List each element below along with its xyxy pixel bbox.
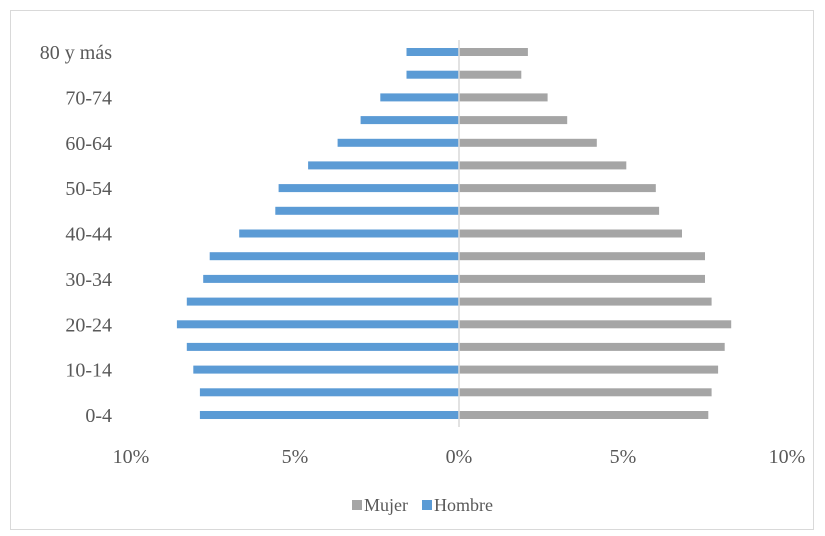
x-tick-label: 0% xyxy=(446,446,473,468)
bar-hombre-75-79 xyxy=(406,70,459,79)
bar-hombre-50-54 xyxy=(278,184,459,193)
bar-mujer-70-74 xyxy=(459,93,548,102)
bar-mujer-60-64 xyxy=(459,138,597,147)
bar-mujer-30-34 xyxy=(459,274,705,283)
bar-hombre-60-64 xyxy=(337,138,459,147)
bar-mujer-25-29 xyxy=(459,297,712,306)
bar-hombre-0-4 xyxy=(199,411,459,419)
legend-swatch-mujer xyxy=(352,500,362,510)
y-tick-label: 30-34 xyxy=(65,269,112,291)
y-tick-label: 20-24 xyxy=(65,314,112,336)
bar-mujer-75-79 xyxy=(459,70,522,79)
y-tick-label: 0-4 xyxy=(85,405,112,427)
bar-hombre-30-34 xyxy=(203,274,459,283)
bar-mujer-55-59 xyxy=(459,161,627,170)
bar-mujer-10-14 xyxy=(459,365,719,374)
bar-hombre-70-74 xyxy=(380,93,459,102)
bar-mujer-15-19 xyxy=(459,342,725,351)
y-tick-label: 70-74 xyxy=(65,87,112,109)
bar-hombre-35-39 xyxy=(209,252,459,261)
legend-label-mujer: Mujer xyxy=(364,495,408,515)
x-tick-label: 5% xyxy=(610,446,637,468)
legend: Mujer Hombre xyxy=(352,495,493,515)
bar-hombre-65-69 xyxy=(360,116,459,125)
x-axis-labels: 10% 5% 0% 5% 10% xyxy=(113,446,806,468)
bar-hombre-5-9 xyxy=(199,388,459,397)
bar-hombre-55-59 xyxy=(308,161,459,170)
y-axis-labels: 0-4 10-14 20-24 30-34 40-44 50-54 60-64 70-74 80… xyxy=(40,42,112,427)
bar-hombre-25-29 xyxy=(186,297,460,306)
bar-hombre-20-24 xyxy=(176,320,459,329)
bar-hombre-40-44 xyxy=(239,229,459,238)
y-tick-label: 80 y más xyxy=(40,42,112,64)
x-tick-label: 5% xyxy=(282,446,309,468)
y-tick-label: 50-54 xyxy=(65,178,112,200)
bar-mujer-50-54 xyxy=(459,184,656,193)
legend-swatch-hombre xyxy=(422,500,432,510)
bar-mujer-5-9 xyxy=(459,388,712,397)
bar-hombre-10-14 xyxy=(193,365,460,374)
bar-mujer-20-24 xyxy=(459,320,732,329)
bar-hombre-15-19 xyxy=(186,342,460,351)
bar-hombre-80-y-más xyxy=(406,48,459,56)
bar-mujer-65-69 xyxy=(459,116,568,125)
y-tick-label: 10-14 xyxy=(65,360,112,382)
legend-label-hombre: Hombre xyxy=(434,495,493,515)
bar-mujer-40-44 xyxy=(459,229,682,238)
bar-mujer-45-49 xyxy=(459,206,660,215)
y-tick-label: 40-44 xyxy=(65,224,112,246)
bar-mujer-80-y-más xyxy=(459,48,528,56)
y-tick-label: 60-64 xyxy=(65,133,112,155)
bar-hombre-45-49 xyxy=(275,206,459,215)
bar-mujer-35-39 xyxy=(459,252,705,261)
x-tick-label: 10% xyxy=(113,446,150,468)
bars-group xyxy=(176,48,732,419)
bar-mujer-0-4 xyxy=(459,411,709,419)
x-tick-label: 10% xyxy=(769,446,806,468)
